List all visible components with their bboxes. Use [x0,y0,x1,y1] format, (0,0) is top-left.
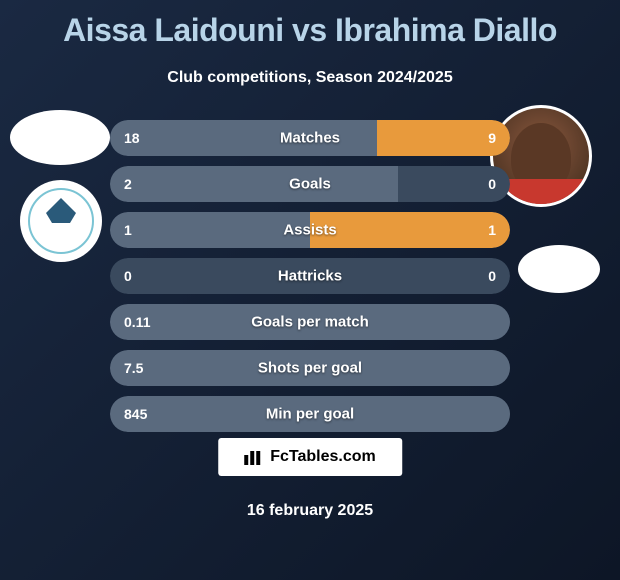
brand-name: FcTables.com [270,448,376,466]
stat-row: 7.5 Shots per goal [110,350,510,386]
stat-label: Assists [283,222,336,239]
stat-row: 18 Matches 9 [110,120,510,156]
stat-row: 2 Goals 0 [110,166,510,202]
stat-label: Hattricks [278,268,342,285]
stat-label: Goals [289,176,331,193]
stat-label: Shots per goal [258,360,362,377]
stat-row: 1 Assists 1 [110,212,510,248]
stat-row: 0.11 Goals per match [110,304,510,340]
stat-value-left: 845 [124,406,147,422]
stat-value-right: 9 [488,130,496,146]
comparison-subtitle: Club competitions, Season 2024/2025 [0,69,620,87]
stat-value-left: 2 [124,176,132,192]
brand-badge: FcTables.com [218,438,402,476]
stat-bar-right [310,212,510,248]
stat-value-right: 0 [488,268,496,284]
player-left-avatar [10,110,110,165]
stat-bar-left [110,212,310,248]
stat-row: 845 Min per goal [110,396,510,432]
stat-bar-left [110,166,398,202]
brand-chart-icon [244,449,264,465]
stat-value-left: 7.5 [124,360,143,376]
comparison-title: Aissa Laidouni vs Ibrahima Diallo [0,0,620,49]
stats-bars-container: 18 Matches 9 2 Goals 0 1 Assists 1 0 Hattricks 0 0.1… [110,120,510,442]
stat-label: Goals per match [251,314,369,331]
stat-row: 0 Hattricks 0 [110,258,510,294]
stat-value-left: 0.11 [124,314,150,330]
player-left-club-logo [20,180,102,262]
stat-value-left: 1 [124,222,132,238]
stat-label: Matches [280,130,340,147]
stat-value-left: 0 [124,268,132,284]
stat-value-left: 18 [124,130,140,146]
date-label: 16 february 2025 [247,502,373,520]
stat-value-right: 1 [488,222,496,238]
stat-value-right: 0 [488,176,496,192]
stat-label: Min per goal [266,406,354,423]
player-right-club-logo [518,245,600,293]
